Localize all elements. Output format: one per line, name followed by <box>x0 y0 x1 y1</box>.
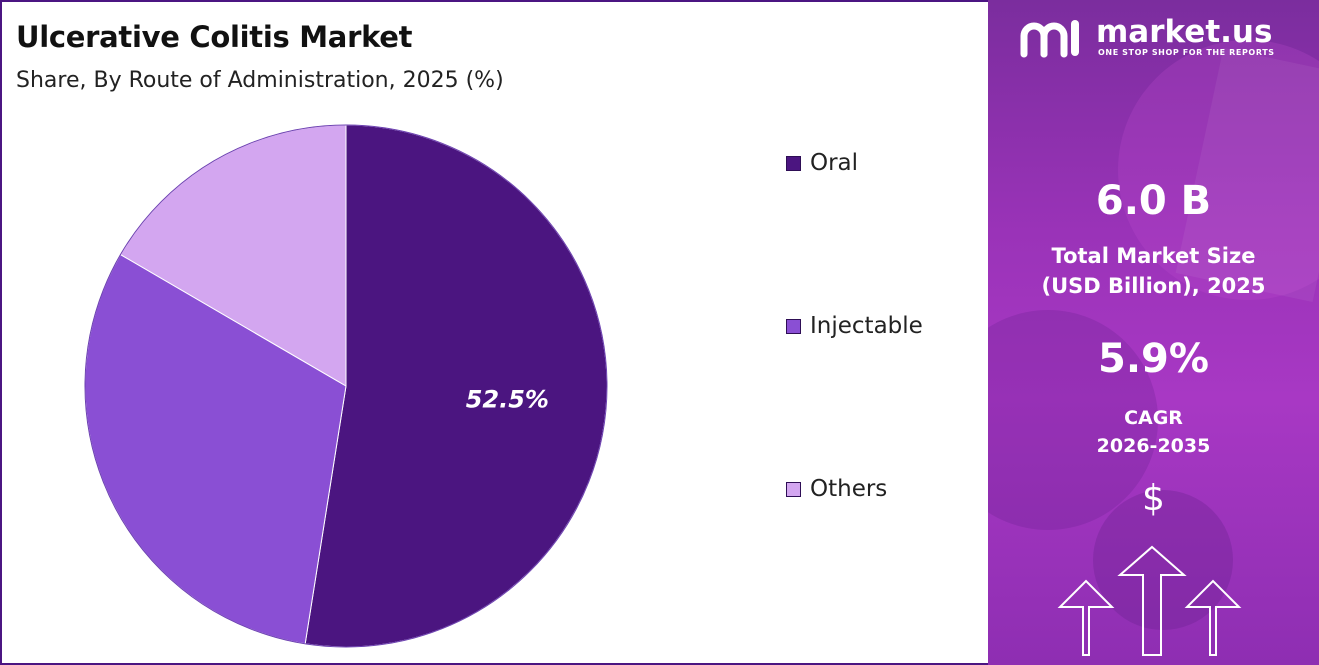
brand-logo: market.us ONE STOP SHOP FOR THE REPORTS <box>1018 14 1298 64</box>
legend-item-oral: Oral <box>786 150 858 176</box>
pie-chart: 52.5% <box>84 124 608 648</box>
brand-name: market.us <box>1096 14 1273 50</box>
legend-label-oral: Oral <box>810 150 859 176</box>
market-size-value: 6.0 B <box>1095 178 1212 224</box>
market-size-label-line1: Total Market Size <box>1051 244 1256 268</box>
up-arrows-graphic <box>1057 545 1242 656</box>
chart-subtitle: Share, By Route of Administration, 2025 … <box>16 68 504 93</box>
pie-outline <box>84 124 608 648</box>
legend-swatch-injectable <box>786 318 801 334</box>
data-label-oral: 52.5% <box>466 386 549 414</box>
market-us-logo-icon <box>1020 20 1079 58</box>
cagr-period: 2026-2035 <box>1096 435 1211 457</box>
legend-swatch-others <box>786 481 801 497</box>
up-arrow-icon <box>1057 579 1115 656</box>
brand-tagline: ONE STOP SHOP FOR THE REPORTS <box>1098 48 1275 57</box>
market-size-label-line2: (USD Billion), 2025 <box>1041 274 1266 298</box>
cagr-label: CAGR <box>1124 407 1183 429</box>
legend-item-others: Others <box>786 476 887 502</box>
up-arrow-icon <box>1117 545 1187 656</box>
legend-swatch-oral <box>786 155 801 171</box>
pie-slice-oral <box>304 124 608 648</box>
cagr-value: 5.9% <box>1098 336 1209 382</box>
up-arrow-icon <box>1184 579 1242 656</box>
legend-label-others: Others <box>810 476 888 502</box>
chart-title: Ulcerative Colitis Market <box>16 20 413 54</box>
legend-label-injectable: Injectable <box>810 313 923 339</box>
dollar-icon: $ <box>1142 478 1165 519</box>
summary-panel: market.us ONE STOP SHOP FOR THE REPORTS … <box>988 0 1319 665</box>
legend-item-injectable: Injectable <box>786 313 923 339</box>
